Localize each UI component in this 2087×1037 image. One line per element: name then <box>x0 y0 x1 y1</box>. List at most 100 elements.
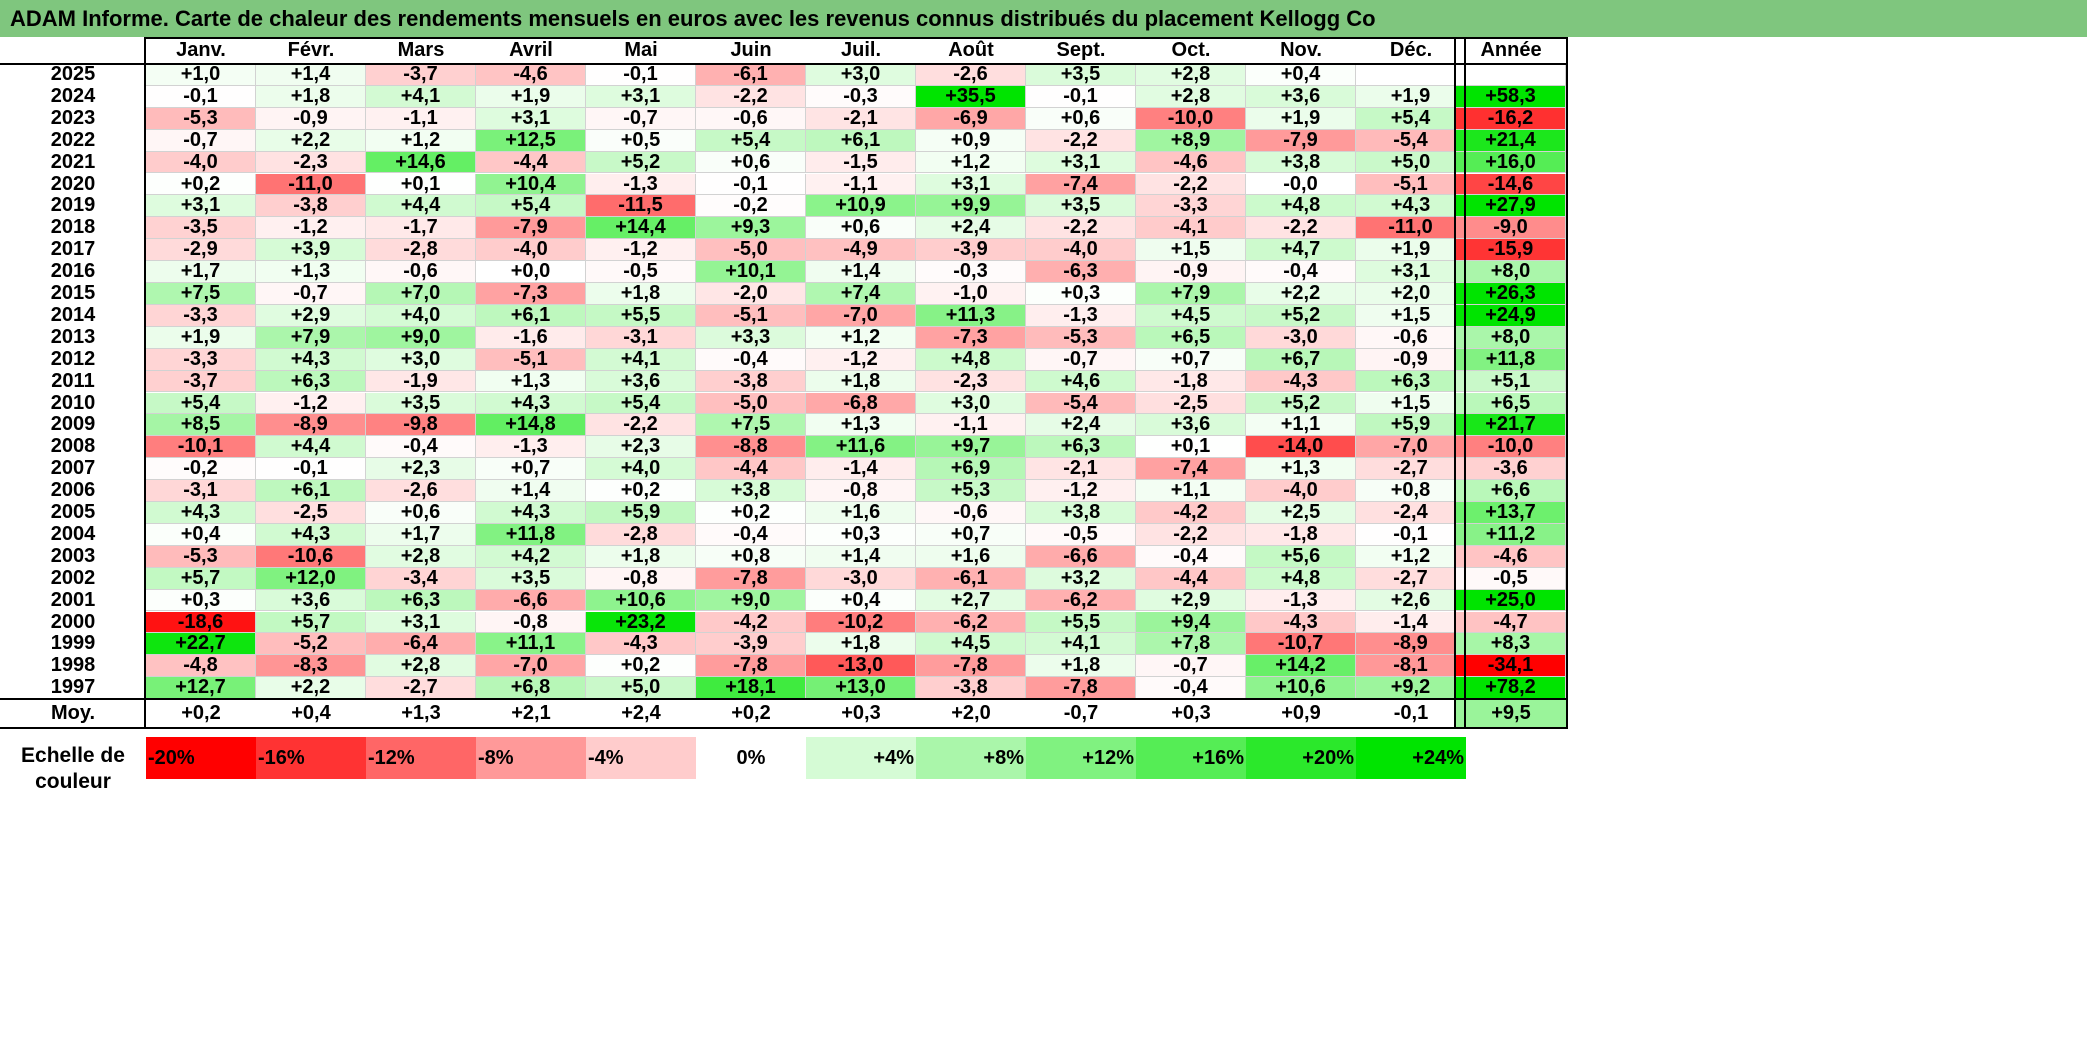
heatmap-cell: -10,2 <box>806 611 916 634</box>
heatmap-cell: +4,1 <box>366 85 476 108</box>
heatmap-cell: +3,6 <box>256 589 366 612</box>
annual-cell: -14,6 <box>1456 173 1566 196</box>
heatmap-cell: -6,3 <box>1026 261 1136 283</box>
row-year-label: 2023 <box>50 107 96 129</box>
heatmap-cell: +2,9 <box>1136 589 1246 612</box>
heatmap-cell: +2,5 <box>1246 502 1356 524</box>
heatmap-cell: +6,3 <box>256 370 366 393</box>
row-year-label: 2011 <box>51 370 95 392</box>
column-header-5: Mai <box>624 39 658 61</box>
row-year-label: 2020 <box>50 173 96 195</box>
heatmap-cell: -0,4 <box>1136 545 1246 568</box>
heatmap-cell: -0,3 <box>806 85 916 108</box>
heatmap-cell: -4,4 <box>696 458 806 481</box>
heatmap-cell: -1,7 <box>366 217 476 240</box>
column-header-8: Août <box>948 39 994 61</box>
heatmap-cell: +0,7 <box>1136 348 1246 371</box>
heatmap-cell: +11,3 <box>916 304 1026 327</box>
heatmap-cell: +23,2 <box>586 611 696 634</box>
heatmap-cell: -3,3 <box>146 348 256 371</box>
average-cell: +2,4 <box>586 700 696 727</box>
heatmap-cell: -7,8 <box>916 655 1026 678</box>
heatmap-cell: -4,2 <box>1136 502 1246 524</box>
heatmap-cell: +2,8 <box>1136 85 1246 108</box>
heatmap-cell: -0,6 <box>366 261 476 283</box>
header-underline <box>0 63 1466 65</box>
heatmap-cell: +3,1 <box>476 107 586 130</box>
heatmap-cell: -6,9 <box>916 107 1026 130</box>
heatmap-cell: +1,8 <box>1026 655 1136 678</box>
heatmap-cell: +1,7 <box>146 261 256 283</box>
heatmap-cell: +3,5 <box>1026 195 1136 218</box>
heatmap-cell: +0,4 <box>806 589 916 612</box>
heatmap-cell: +4,0 <box>586 458 696 481</box>
heatmap-cell: +2,8 <box>366 545 476 568</box>
heatmap-cell: +3,1 <box>1026 151 1136 174</box>
heatmap-cell: +6,9 <box>916 458 1026 481</box>
heatmap-cell: +5,3 <box>916 480 1026 502</box>
heatmap-cell: +1,5 <box>1356 392 1466 415</box>
heatmap-cell: -1,1 <box>366 107 476 130</box>
heatmap-cell: -2,4 <box>1356 502 1466 524</box>
heatmap-cell: -3,4 <box>366 567 476 590</box>
annual-cell: +25,0 <box>1456 589 1566 612</box>
heatmap-cell: -0,6 <box>1356 326 1466 349</box>
heatmap-cell: -7,8 <box>1026 677 1136 700</box>
heatmap-cell: +3,5 <box>366 392 476 415</box>
heatmap-cell: -0,5 <box>1026 523 1136 546</box>
heatmap-cell: +6,1 <box>256 480 366 502</box>
heatmap-cell: +3,1 <box>1356 261 1466 283</box>
heatmap-cell: +10,1 <box>696 261 806 283</box>
row-year-label: 2022 <box>50 129 96 151</box>
heatmap-cell: +6,3 <box>366 589 476 612</box>
annual-cell: +16,0 <box>1456 151 1566 174</box>
average-cell: +2,0 <box>916 700 1026 727</box>
heatmap-cell: -8,9 <box>1356 633 1466 656</box>
heatmap-cell: -1,4 <box>806 458 916 481</box>
heatmap-cell: +1,8 <box>806 370 916 393</box>
heatmap-cell: -3,1 <box>146 480 256 502</box>
color-scale-swatch: +20% <box>1246 737 1356 779</box>
heatmap-cell: -7,8 <box>696 655 806 678</box>
heatmap-cell: +0,3 <box>806 523 916 546</box>
heatmap-cell: +1,8 <box>586 545 696 568</box>
average-cell: +0,2 <box>146 700 256 727</box>
heatmap-cell: +5,4 <box>476 195 586 218</box>
heatmap-cell: -0,7 <box>146 129 256 152</box>
heatmap-cell: -2,2 <box>586 414 696 437</box>
heatmap-cell: +7,5 <box>696 414 806 437</box>
heatmap-cell: -0,1 <box>1356 523 1466 546</box>
heatmap-cell: +3,1 <box>586 85 696 108</box>
heatmap-cell: +4,5 <box>1136 304 1246 327</box>
heatmap-cell: +3,3 <box>696 326 806 349</box>
heatmap-cell: +3,8 <box>696 480 806 502</box>
heatmap-cell: +14,2 <box>1246 655 1356 678</box>
heatmap-cell: +1,2 <box>1356 545 1466 568</box>
heatmap-cell: +0,6 <box>1026 107 1136 130</box>
heatmap-cell: +1,7 <box>366 523 476 546</box>
heatmap-cell: -4,9 <box>806 239 916 262</box>
heatmap-cell: -3,1 <box>586 326 696 349</box>
heatmap-cell: -3,9 <box>916 239 1026 262</box>
heatmap-cell: +5,7 <box>256 611 366 634</box>
heatmap-cell: -1,1 <box>806 173 916 196</box>
heatmap-cell: +10,9 <box>806 195 916 218</box>
heatmap-cell: +4,6 <box>1026 370 1136 393</box>
color-scale-label: Echelle de couleur <box>0 743 146 795</box>
heatmap-cell: +6,3 <box>1026 436 1136 459</box>
annual-cell: +21,4 <box>1456 129 1566 152</box>
heatmap-cell: +2,8 <box>366 655 476 678</box>
heatmap-cell: -3,7 <box>146 370 256 393</box>
heatmap-cell: +14,6 <box>366 151 476 174</box>
column-header-9: Sept. <box>1056 39 1106 61</box>
heatmap-cell: -0,7 <box>1136 655 1246 678</box>
heatmap-cell: -4,6 <box>476 64 586 86</box>
heatmap-cell: +0,6 <box>806 217 916 240</box>
heatmap-cell: +0,3 <box>146 589 256 612</box>
heatmap-cell: +4,8 <box>1246 195 1356 218</box>
heatmap-cell: -7,9 <box>1246 129 1356 152</box>
heatmap-cell: -0,0 <box>1246 173 1356 196</box>
row-year-label: 1997 <box>50 677 96 699</box>
annual-cell: +13,7 <box>1456 502 1566 524</box>
heatmap-cell: +1,9 <box>146 326 256 349</box>
